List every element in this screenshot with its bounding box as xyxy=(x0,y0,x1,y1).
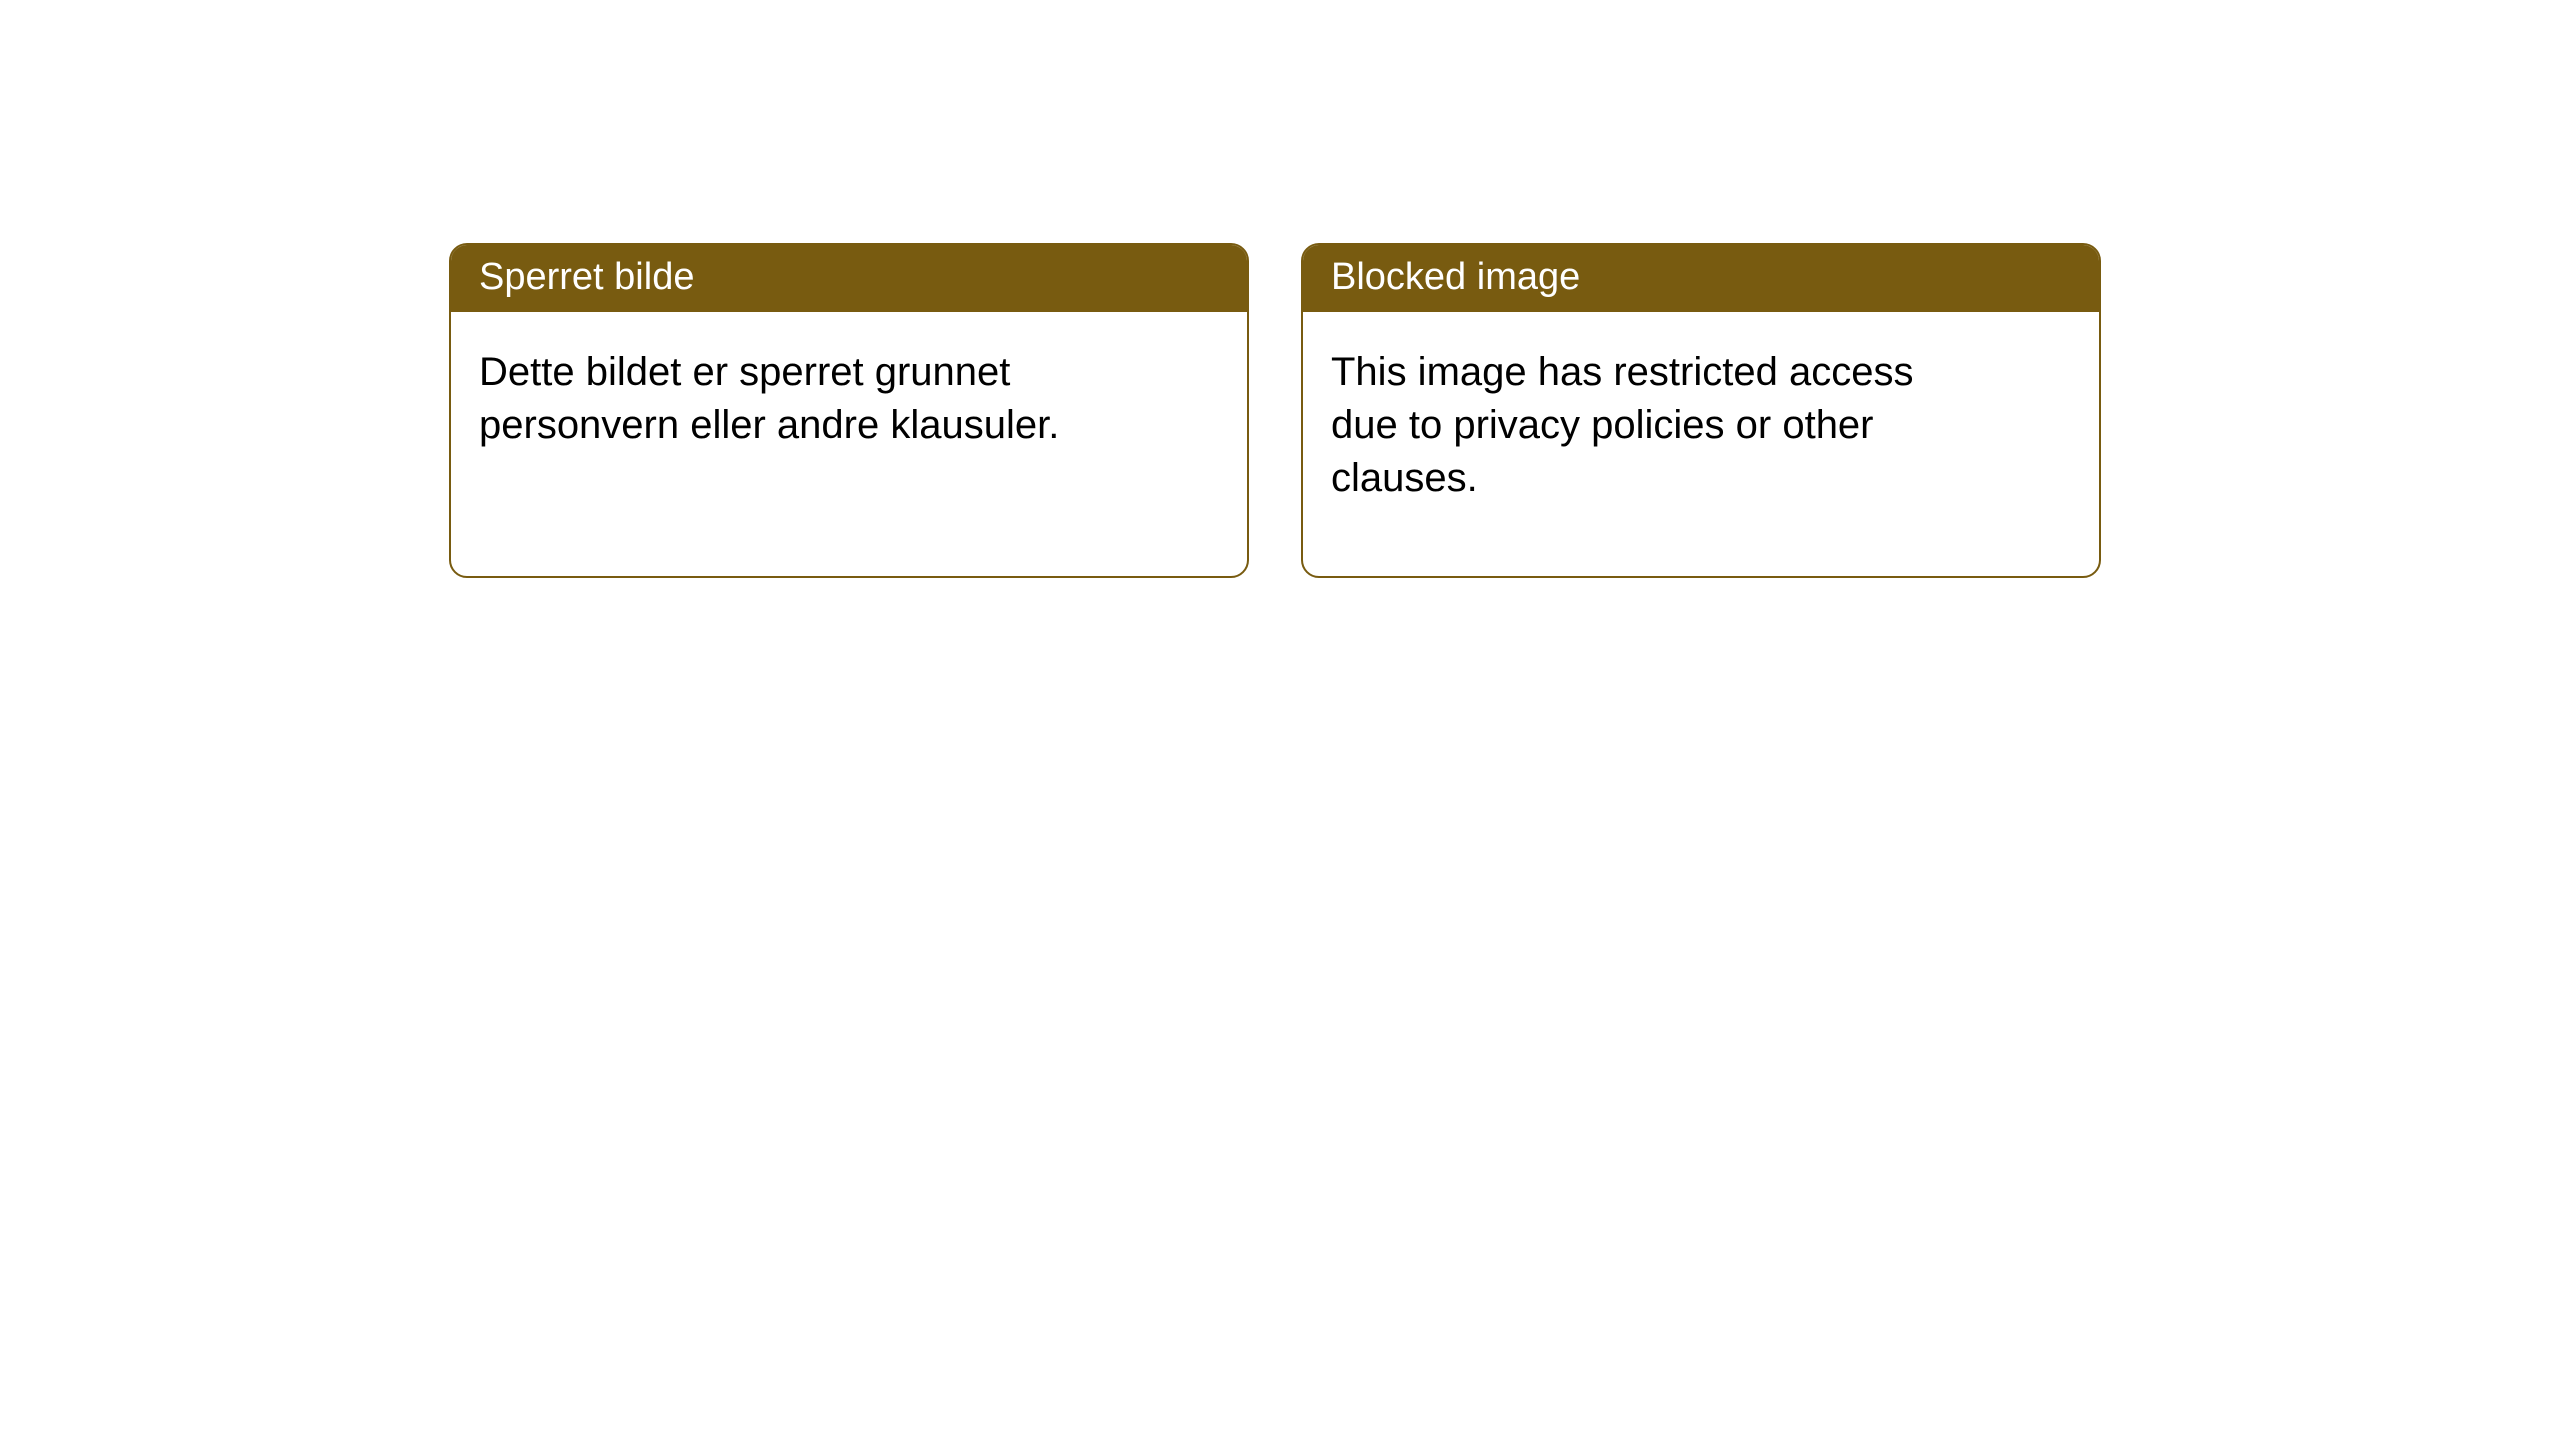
notice-card-english: Blocked image This image has restricted … xyxy=(1301,243,2101,578)
notice-cards-container: Sperret bilde Dette bildet er sperret gr… xyxy=(0,0,2560,578)
card-title: Blocked image xyxy=(1303,245,2099,312)
card-title: Sperret bilde xyxy=(451,245,1247,312)
notice-card-norwegian: Sperret bilde Dette bildet er sperret gr… xyxy=(449,243,1249,578)
card-body: Dette bildet er sperret grunnet personve… xyxy=(451,312,1131,486)
card-body: This image has restricted access due to … xyxy=(1303,312,1983,538)
